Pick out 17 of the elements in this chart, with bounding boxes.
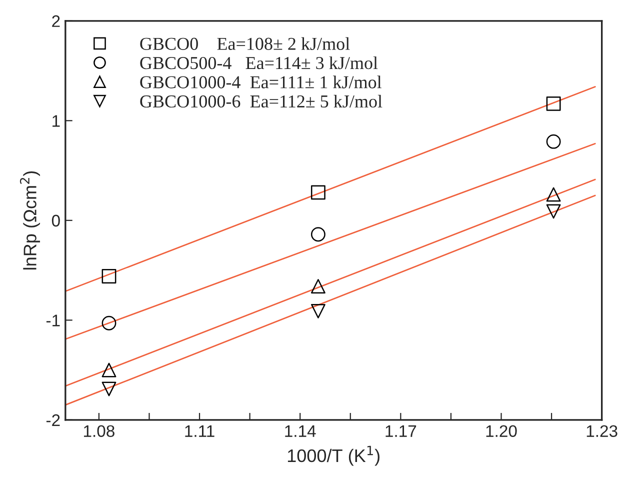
x-axis-title: 1000/T (K$^{1}$) bbox=[288, 446, 380, 466]
y-tick-label: -1 bbox=[46, 314, 60, 326]
x-tick-label: 1.11 bbox=[185, 425, 214, 437]
y-tick-label: 2 bbox=[52, 15, 60, 27]
legend-label: GBCO500-4 Ea=114± 3 kJ/mol bbox=[140, 56, 378, 70]
y-tick-label: 1 bbox=[52, 115, 60, 127]
y-tick-label: -2 bbox=[46, 414, 60, 426]
y-tick-label: 0 bbox=[52, 214, 60, 227]
x-tick-label: 1.17 bbox=[386, 425, 416, 437]
legend-label: GBCO0 Ea=108± 2 kJ/mol bbox=[140, 37, 350, 50]
legend-label: GBCO1000-6 Ea=112± 5 kJ/mol bbox=[140, 94, 382, 108]
x-tick-label: 1.14 bbox=[285, 425, 316, 437]
x-tick-label: 1.23 bbox=[586, 425, 618, 438]
x-tick-label: 1.08 bbox=[84, 425, 114, 438]
legend-label: GBCO1000-4 Ea=111± 1 kJ/mol bbox=[140, 76, 382, 88]
y-axis-title: lnRp (Ωcm$^{2}$) bbox=[20, 171, 40, 270]
x-tick-label: 1.20 bbox=[486, 425, 517, 438]
